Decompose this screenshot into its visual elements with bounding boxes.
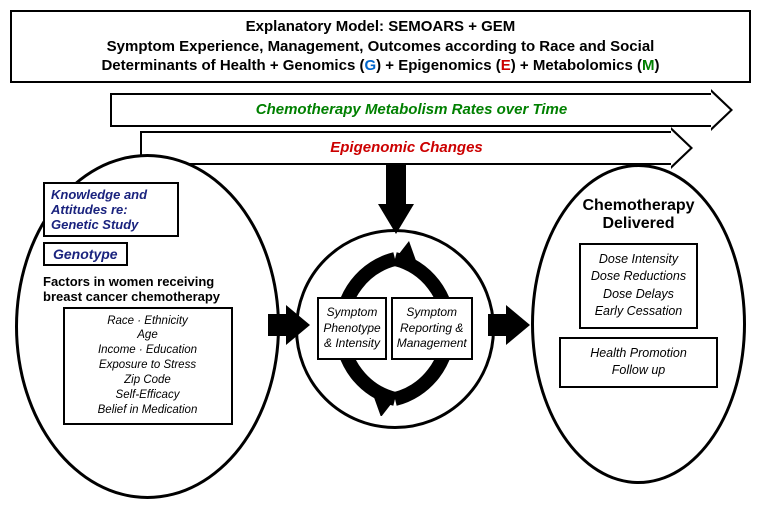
title-mid2: ) + Metabolomics ( [511,57,642,74]
factors-list-box: Race · Ethnicity Age Income · Education … [63,307,233,426]
dose-box: Dose Intensity Dose Reductions Dose Dela… [579,243,698,329]
genotype-text: Genotype [53,246,118,262]
arrow-down [378,204,414,234]
m-letter: M [642,57,655,74]
band2-text: Epigenomic Changes [330,139,483,156]
g-letter: G [364,57,376,74]
knowledge-box: Knowledge and Attitudes re: Genetic Stud… [43,182,179,237]
e-letter: E [501,57,511,74]
genotype-box: Genotype [43,242,128,266]
left-ellipse: Knowledge and Attitudes re: Genetic Stud… [15,154,280,499]
symptom-phenotype-box: Symptom Phenotype & Intensity [317,297,386,360]
title-mid1: ) + Epigenomics ( [376,57,501,74]
symptom-reporting-box: Symptom Reporting & Management [391,297,473,360]
title-line3-prefix: Determinants of Health + Genomics ( [101,57,364,74]
chemo-delivered-title: Chemotherapy Delivered [559,197,718,233]
title-line2: Symptom Experience, Management, Outcomes… [107,38,655,55]
right-ellipse: Chemotherapy Delivered Dose Intensity Do… [531,164,746,484]
knowledge-text: Knowledge and Attitudes re: Genetic Stud… [51,187,147,232]
health-promotion-box: Health Promotion Follow up [559,337,718,388]
title-line1: Explanatory Model: SEMOARS + GEM [246,18,516,35]
title-end: ) [655,57,660,74]
factors-heading: Factors in women receiving breast cancer… [43,274,252,304]
epigenomic-band: Epigenomic Changes [140,131,671,165]
main-diagram: Knowledge and Attitudes re: Genetic Stud… [10,169,751,519]
metabolism-band: Chemotherapy Metabolism Rates over Time [110,93,711,127]
title-box: Explanatory Model: SEMOARS + GEM Symptom… [10,10,751,83]
band1-text: Chemotherapy Metabolism Rates over Time [256,101,567,118]
